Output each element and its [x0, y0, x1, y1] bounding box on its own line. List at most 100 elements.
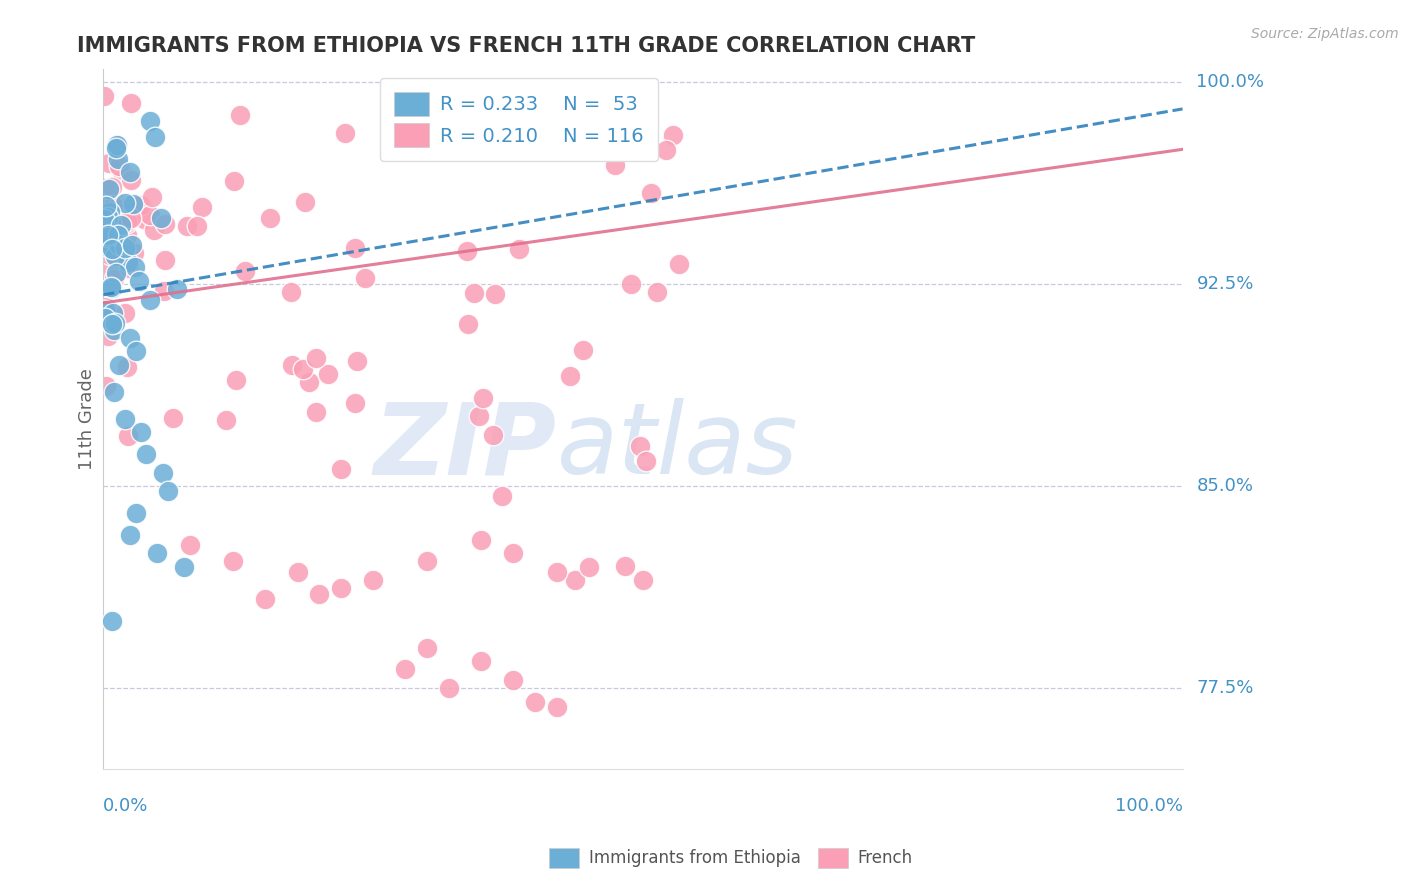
Point	[472, 392, 495, 406]
Point	[305, 351, 328, 365]
Point	[103, 271, 125, 285]
Point	[335, 127, 357, 141]
Point	[98, 204, 121, 219]
Point	[107, 227, 129, 242]
Point	[578, 559, 600, 574]
Point	[93, 310, 115, 325]
Point	[101, 614, 124, 628]
Point	[139, 114, 162, 128]
Point	[93, 89, 115, 103]
Point	[560, 369, 582, 384]
Point	[108, 358, 131, 372]
Point	[329, 582, 352, 596]
Point	[97, 155, 120, 169]
Point	[93, 238, 115, 252]
Point	[105, 232, 128, 246]
Point	[101, 318, 124, 332]
Point	[456, 244, 478, 258]
Point	[233, 263, 256, 277]
Point	[110, 163, 132, 178]
Text: 92.5%: 92.5%	[1197, 275, 1254, 293]
Point	[101, 281, 124, 295]
Point	[298, 375, 321, 389]
Point	[103, 193, 125, 207]
Point	[564, 573, 586, 587]
Point	[661, 128, 683, 143]
Point	[139, 208, 162, 222]
Point	[94, 181, 117, 195]
Point	[120, 95, 142, 110]
Point	[613, 558, 636, 573]
Point	[97, 263, 120, 277]
Point	[93, 240, 115, 254]
Point	[491, 489, 513, 503]
Point	[259, 211, 281, 225]
Point	[117, 255, 139, 269]
Point	[104, 215, 127, 229]
Point	[152, 466, 174, 480]
Point	[100, 179, 122, 194]
Point	[150, 211, 173, 225]
Point	[254, 592, 277, 607]
Point	[93, 239, 115, 253]
Point	[101, 306, 124, 320]
Text: 0.0%: 0.0%	[103, 797, 149, 814]
Point	[508, 242, 530, 256]
Point	[98, 207, 121, 221]
Point	[546, 700, 568, 714]
Point	[454, 133, 477, 147]
Point	[107, 248, 129, 262]
Point	[143, 223, 166, 237]
Point	[100, 280, 122, 294]
Point	[406, 82, 429, 96]
Point	[156, 484, 179, 499]
Point	[93, 230, 115, 244]
Point	[620, 277, 643, 292]
Point	[118, 260, 141, 275]
Point	[631, 574, 654, 588]
Point	[111, 201, 134, 215]
Point	[153, 218, 176, 232]
Point	[94, 379, 117, 393]
Point	[179, 538, 201, 552]
Point	[135, 447, 157, 461]
Point	[110, 218, 132, 232]
Point	[121, 237, 143, 252]
Point	[645, 285, 668, 300]
Text: IMMIGRANTS FROM ETHIOPIA VS FRENCH 11TH GRADE CORRELATION CHART: IMMIGRANTS FROM ETHIOPIA VS FRENCH 11TH …	[77, 36, 976, 55]
Point	[105, 137, 128, 152]
Point	[176, 219, 198, 233]
Point	[463, 286, 485, 301]
Point	[605, 158, 627, 172]
Point	[287, 566, 309, 580]
Point	[572, 343, 595, 357]
Point	[107, 238, 129, 252]
Point	[120, 527, 142, 541]
Point	[316, 368, 339, 382]
Point	[97, 329, 120, 343]
Point	[523, 694, 546, 708]
Point	[470, 654, 492, 668]
Point	[222, 554, 245, 568]
Point	[229, 108, 252, 122]
Point	[103, 384, 125, 399]
Point	[98, 197, 121, 211]
Point	[437, 681, 460, 695]
Point	[120, 211, 142, 226]
Point	[457, 317, 479, 331]
Point	[344, 241, 367, 255]
Point	[173, 559, 195, 574]
Point	[122, 246, 145, 260]
Point	[114, 212, 136, 227]
Point	[297, 48, 319, 62]
Point	[224, 174, 246, 188]
Point	[305, 405, 328, 419]
Point	[97, 229, 120, 244]
Point	[105, 137, 128, 152]
Point	[121, 197, 143, 211]
Point	[115, 359, 138, 374]
Point	[101, 242, 124, 256]
Point	[346, 353, 368, 368]
Point	[128, 274, 150, 288]
Point	[114, 306, 136, 320]
